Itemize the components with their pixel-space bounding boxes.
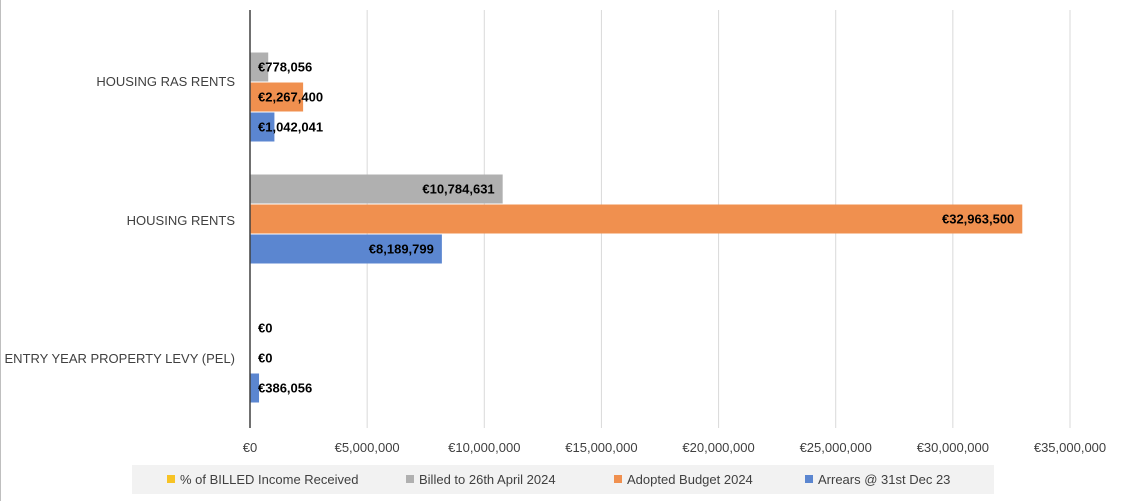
x-tick-label: €0 <box>243 440 257 455</box>
bar <box>250 373 260 403</box>
legend-item: % of BILLED Income Received <box>167 472 358 487</box>
tick-labels: €0 €5,000,000 €10,000,000 €15,000,000 €20,00… <box>243 440 1106 455</box>
legend-swatch <box>167 475 175 483</box>
x-tick-label: €20,000,000 <box>682 440 754 455</box>
legend-swatch <box>614 475 622 483</box>
legend-label: % of BILLED Income Received <box>180 472 358 487</box>
data-label: €0 <box>258 351 272 366</box>
x-tick-label: €25,000,000 <box>800 440 872 455</box>
bar <box>250 204 1023 234</box>
x-tick-label: €5,000,000 <box>335 440 400 455</box>
category-label: ENTRY YEAR PROPERTY LEVY (PEL) <box>5 351 235 366</box>
legend-item: Adopted Budget 2024 <box>614 472 753 487</box>
bars <box>250 52 1023 403</box>
data-labels: €778,056 €2,267,400 €1,042,041 €10,784,631 €… <box>258 60 1014 396</box>
gridlines <box>366 10 1071 428</box>
category-labels: HOUSING RAS RENTS HOUSING RENTS ENTRY YEAR… <box>5 74 236 366</box>
data-label: €0 <box>258 321 272 336</box>
legend-label: Arrears @ 31st Dec 23 <box>818 472 950 487</box>
legend-label: Adopted Budget 2024 <box>627 472 753 487</box>
bar <box>250 112 275 142</box>
data-label: €1,042,041 <box>258 120 323 135</box>
legend-background <box>132 465 994 494</box>
x-tick-label: €30,000,000 <box>917 440 989 455</box>
bar <box>250 82 304 112</box>
x-tick-label: €10,000,000 <box>448 440 520 455</box>
data-label: €10,784,631 <box>422 182 494 197</box>
bar <box>250 52 269 82</box>
legend-swatch <box>805 475 813 483</box>
data-label: €32,963,500 <box>942 212 1014 227</box>
legend-item: Arrears @ 31st Dec 23 <box>805 472 950 487</box>
legend: % of BILLED Income Received Billed to 26t… <box>132 465 994 494</box>
data-label: €8,189,799 <box>369 242 434 257</box>
legend-item: Billed to 26th April 2024 <box>406 472 556 487</box>
data-label: €778,056 <box>258 60 312 75</box>
bar <box>250 174 503 204</box>
bar <box>250 234 442 264</box>
data-label: €386,056 <box>258 381 312 396</box>
x-tick-label: €35,000,000 <box>1034 440 1106 455</box>
data-label: €2,267,400 <box>258 90 323 105</box>
category-label: HOUSING RENTS <box>127 213 236 228</box>
legend-label: Billed to 26th April 2024 <box>419 472 556 487</box>
frame-left-border <box>0 0 1 501</box>
category-label: HOUSING RAS RENTS <box>96 74 235 89</box>
legend-swatch <box>406 475 414 483</box>
x-tick-label: €15,000,000 <box>565 440 637 455</box>
